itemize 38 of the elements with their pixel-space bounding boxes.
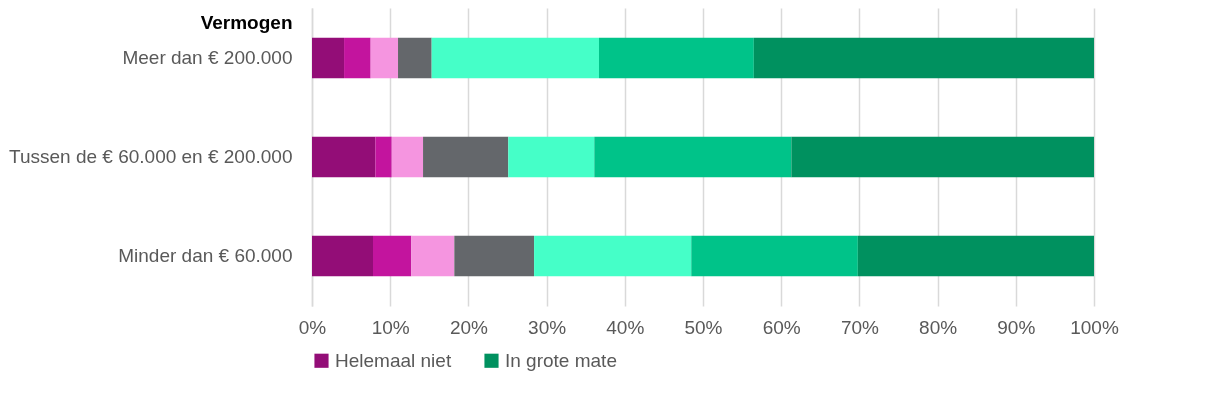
legend-label: In grote mate <box>505 349 617 371</box>
bar <box>753 37 1094 79</box>
bar <box>312 235 373 277</box>
y-tick-label: Minder dan € 60.000 <box>118 245 293 266</box>
bar <box>344 37 371 79</box>
bar <box>391 136 424 178</box>
y-axis-title: Vermogen <box>200 11 293 33</box>
x-tick-label: 70% <box>840 316 880 338</box>
x-tick-label: 40% <box>606 316 645 338</box>
x-tick-label: 20% <box>449 316 489 338</box>
bar <box>411 235 455 277</box>
x-tick-label: 80% <box>919 316 958 338</box>
x-tick-label: 30% <box>528 316 567 338</box>
y-tick-label: Tussen de € 60.000 en € 200.000 <box>9 146 293 167</box>
bar <box>598 37 754 79</box>
bar <box>857 235 1094 277</box>
bar <box>312 136 376 178</box>
legend-label: Helemaal niet <box>335 349 452 371</box>
x-tick-label: 50% <box>684 316 723 338</box>
bar <box>373 235 412 277</box>
bar <box>375 136 392 178</box>
x-tick-label: 90% <box>997 316 1036 338</box>
bar <box>594 136 792 178</box>
y-tick-label: Meer dan € 200.000 <box>122 47 293 68</box>
bar <box>312 37 345 79</box>
bar <box>454 235 535 277</box>
bar <box>534 235 692 277</box>
bar <box>423 136 509 178</box>
bar <box>431 37 599 79</box>
bar <box>791 136 1094 178</box>
x-tick-label: 0% <box>298 316 327 338</box>
x-tick-label: 100% <box>1070 316 1119 338</box>
x-tick-label: 10% <box>371 316 410 338</box>
x-tick-label: 60% <box>762 316 801 338</box>
bar <box>370 37 399 79</box>
bar <box>398 37 432 79</box>
bar <box>508 136 595 178</box>
bar <box>691 235 858 277</box>
